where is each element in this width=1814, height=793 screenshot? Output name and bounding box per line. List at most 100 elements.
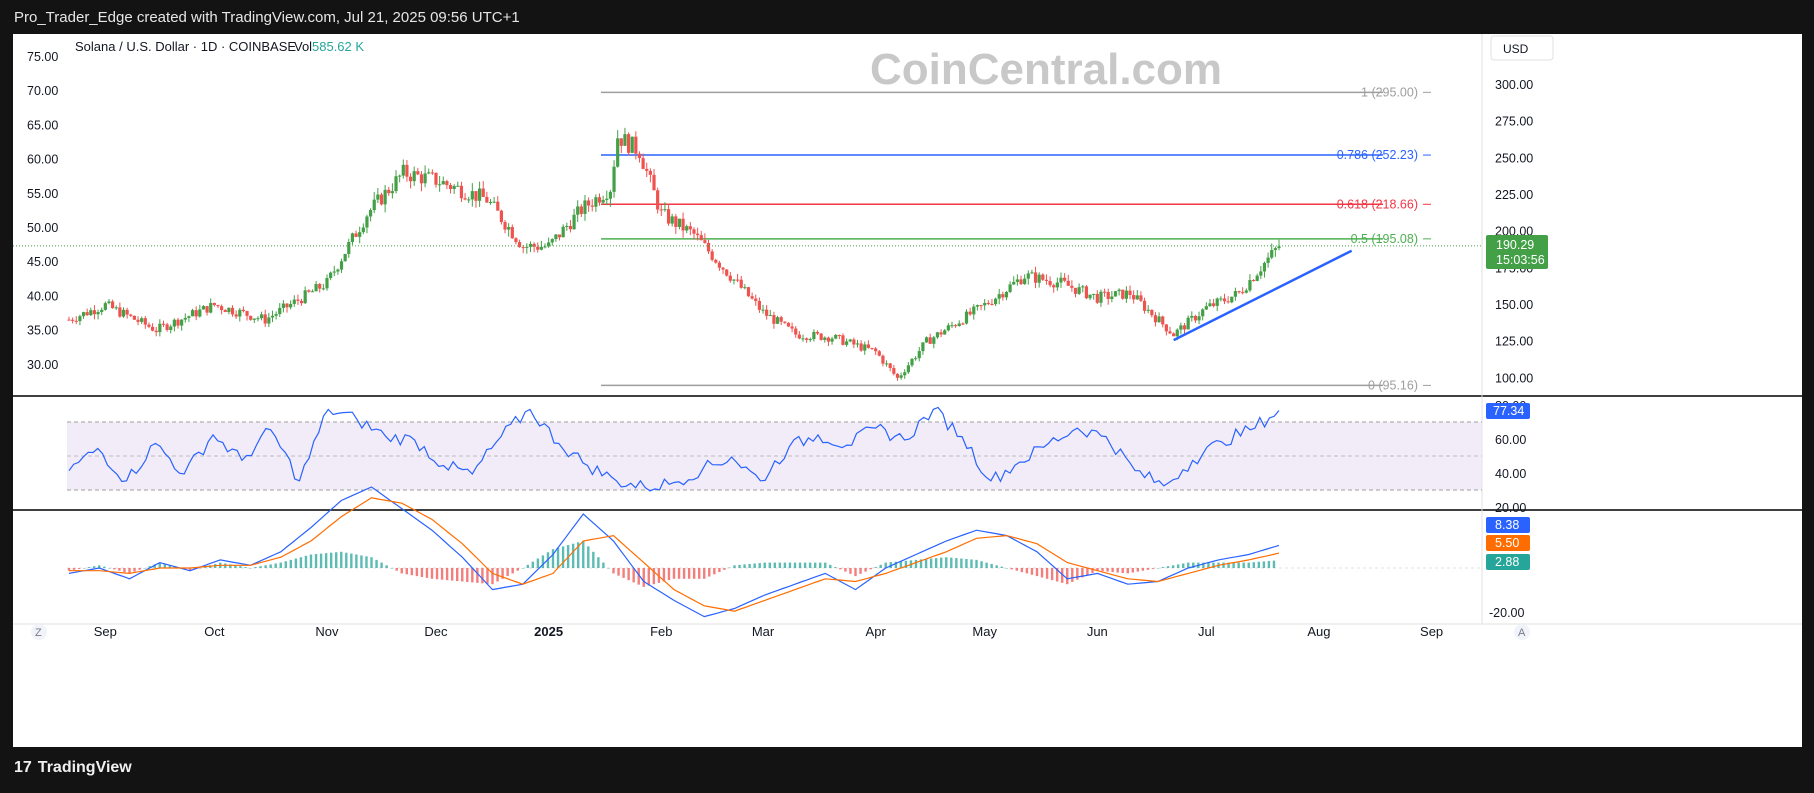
candle-body[interactable]	[161, 323, 166, 325]
candle-body[interactable]	[329, 272, 333, 279]
candle-body[interactable]	[590, 205, 594, 207]
candle-body[interactable]	[398, 175, 402, 177]
candle-body[interactable]	[855, 343, 860, 345]
candle-body[interactable]	[394, 176, 398, 192]
macd-line[interactable]	[68, 486, 1280, 618]
candle-body[interactable]	[954, 325, 958, 327]
candle-body[interactable]	[1102, 291, 1107, 293]
candle-body[interactable]	[779, 317, 783, 322]
candle-body[interactable]	[445, 181, 449, 186]
candle-body[interactable]	[303, 290, 307, 304]
candle-body[interactable]	[1073, 287, 1078, 294]
candle-body[interactable]	[656, 190, 660, 210]
candle-body[interactable]	[663, 209, 667, 211]
candle-body[interactable]	[1270, 250, 1274, 258]
candle-body[interactable]	[801, 338, 805, 340]
candle-body[interactable]	[1204, 306, 1208, 310]
candle-body[interactable]	[150, 326, 155, 331]
candle-body[interactable]	[583, 200, 587, 214]
candle-body[interactable]	[561, 226, 565, 238]
candle-body[interactable]	[601, 199, 605, 203]
candle-body[interactable]	[183, 317, 187, 320]
candle-body[interactable]	[427, 172, 431, 174]
candle-body[interactable]	[659, 209, 663, 211]
candle-body[interactable]	[387, 189, 391, 194]
candle-body[interactable]	[201, 306, 206, 310]
candle-body[interactable]	[648, 170, 652, 175]
candle-body[interactable]	[550, 239, 554, 243]
candle-body[interactable]	[1023, 278, 1027, 285]
candle-body[interactable]	[834, 334, 838, 339]
candle-body[interactable]	[278, 307, 282, 315]
candle-body[interactable]	[103, 303, 107, 310]
candle-body[interactable]	[619, 138, 623, 146]
candle-body[interactable]	[314, 284, 318, 292]
candle-body[interactable]	[1179, 325, 1183, 330]
candle-body[interactable]	[666, 209, 671, 224]
candle-body[interactable]	[594, 197, 598, 207]
candle-body[interactable]	[1110, 296, 1114, 300]
candle-body[interactable]	[416, 171, 420, 175]
candle-body[interactable]	[939, 332, 943, 335]
candle-body[interactable]	[1012, 281, 1016, 285]
trendline[interactable]	[1173, 249, 1353, 342]
fibonacci-retracement[interactable]: 1 (295.00) 0.786 (252.23) 0.618 (218.66) 0.…	[601, 85, 1431, 392]
candle-body[interactable]	[230, 307, 235, 315]
candle-body[interactable]	[870, 347, 874, 349]
candle-body[interactable]	[463, 198, 467, 200]
candle-body[interactable]	[1277, 246, 1281, 249]
candle-body[interactable]	[783, 321, 787, 323]
candle-body[interactable]	[492, 201, 496, 203]
candle-body[interactable]	[467, 199, 471, 201]
candle-body[interactable]	[85, 312, 89, 316]
candle-body[interactable]	[921, 342, 925, 352]
candle-body[interactable]	[1222, 298, 1227, 302]
candle-body[interactable]	[1088, 294, 1092, 299]
candle-body[interactable]	[390, 191, 394, 194]
candle-body[interactable]	[1004, 291, 1009, 298]
candle-body[interactable]	[837, 334, 841, 336]
candle-body[interactable]	[325, 278, 329, 289]
candle-body[interactable]	[212, 302, 216, 306]
candle-body[interactable]	[579, 206, 583, 214]
candle-body[interactable]	[307, 290, 311, 292]
candle-body[interactable]	[180, 319, 184, 326]
candle-body[interactable]	[245, 311, 249, 316]
candle-body[interactable]	[499, 210, 504, 223]
candle-body[interactable]	[881, 355, 885, 364]
candle-body[interactable]	[140, 318, 144, 322]
candle-body[interactable]	[961, 323, 965, 325]
candle-body[interactable]	[408, 176, 413, 182]
candle-body[interactable]	[419, 174, 424, 184]
candle-body[interactable]	[670, 216, 674, 224]
candle-body[interactable]	[528, 243, 533, 247]
candle-body[interactable]	[514, 238, 518, 243]
candle-body[interactable]	[1063, 277, 1067, 281]
candle-body[interactable]	[1044, 279, 1049, 281]
candle-body[interactable]	[681, 218, 685, 231]
candle-body[interactable]	[1001, 294, 1005, 298]
candle-body[interactable]	[358, 232, 362, 237]
candle-body[interactable]	[1255, 275, 1259, 281]
candle-body[interactable]	[743, 287, 747, 289]
candle-body[interactable]	[721, 267, 725, 270]
candle-body[interactable]	[1052, 285, 1056, 288]
candle-body[interactable]	[750, 296, 754, 299]
candle-body[interactable]	[434, 172, 438, 185]
candle-body[interactable]	[815, 331, 820, 334]
candle-body[interactable]	[517, 242, 522, 248]
candle-body[interactable]	[478, 188, 482, 201]
candle-body[interactable]	[826, 337, 831, 342]
candle-body[interactable]	[1041, 274, 1045, 280]
candle-body[interactable]	[336, 269, 340, 272]
candlestick-series[interactable]	[67, 127, 1281, 381]
candle-body[interactable]	[968, 311, 972, 315]
candle-body[interactable]	[281, 303, 285, 308]
candle-body[interactable]	[321, 288, 325, 290]
candle-body[interactable]	[554, 234, 558, 240]
candle-body[interactable]	[270, 315, 275, 318]
candle-body[interactable]	[616, 138, 620, 167]
candle-body[interactable]	[481, 188, 485, 197]
candle-body[interactable]	[1015, 279, 1019, 282]
candle-body[interactable]	[768, 315, 772, 317]
